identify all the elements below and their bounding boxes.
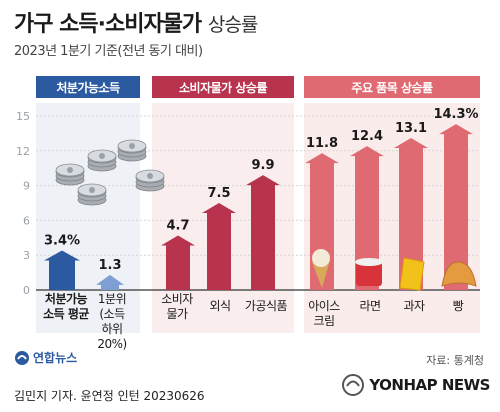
data-label: 14.3% [433,107,478,122]
data-label: 11.8 [306,136,338,151]
y-tick-label: 9 [23,180,30,193]
data-label: 13.1 [395,121,427,136]
coin-mark [147,173,153,179]
snack-bag [399,257,425,291]
bar-arrow [161,235,195,290]
panel-header-cpi: 소비자물가 상승률 [152,76,294,98]
croissant [441,261,477,287]
coin-mark [67,167,73,173]
yonhap-logo-text: 연합뉴스 [33,351,78,365]
bread-icon [441,261,477,287]
yonhap-news-watermark: YONHAP NEWS [341,373,490,397]
byline: 김민지 기자. 윤연정 인턴 20230626 [14,389,205,403]
ramen-cup [356,262,382,286]
data-label: 1.3 [98,258,121,273]
panel-header-items: 주요 품목 상승률 [304,76,480,98]
ice-cream-cone [312,260,330,288]
data-label: 4.7 [166,218,189,233]
y-tick-label: 0 [23,284,30,297]
bar-arrow [44,250,80,290]
panel-header-income: 처분가능소득 [36,76,140,98]
yonhap-watermark-icon [342,374,365,396]
ice-cream-scoop [312,249,330,267]
coins-icon [55,139,165,206]
category-label-processed-food: 가공식품 [244,299,288,313]
source-note: 자료: 통계청 [426,354,484,367]
category-label-income-avg: 처분가능 소득 평균 [43,292,89,321]
bar-arrow [439,124,473,291]
data-label: 12.4 [351,129,383,144]
yonhap-watermark-text: YONHAP NEWS [369,376,490,394]
y-tick-label: 6 [23,214,30,227]
y-tick-label: 15 [16,110,30,123]
ramen-icon [355,258,383,286]
page-title: 가구 소득·소비자물가 상승률 [14,12,258,37]
yonhap-mark-icon [15,350,29,365]
page-subtitle: 2023년 1분기 기준(전년 동기 대비) [14,44,203,59]
category-label-ramen: 라면 [359,299,381,313]
coin-mark [99,153,105,159]
category-label-snacks: 과자 [403,299,425,313]
bar-arrow [394,138,428,290]
yonhap-logo: 연합뉴스 [14,349,77,366]
category-label-cpi: 소비자 물가 [161,292,193,321]
bar-arrow [246,175,280,290]
y-tick-label: 12 [16,145,30,158]
category-label-ice-cream: 아이스 크림 [308,299,340,328]
coin-mark [129,143,135,149]
ice-cream-icon [312,249,330,288]
category-label-bread: 빵 [452,299,464,313]
category-label-dining: 외식 [209,299,231,313]
bar-arrow [96,274,124,290]
data-label: 7.5 [207,186,230,201]
coin-mark [89,187,95,193]
bar-arrow [202,203,236,290]
ramen-lid [355,258,383,266]
snack-icon [399,257,425,291]
y-tick-label: 3 [23,249,30,262]
category-label-income-q1: 1분위 (소득 하위 20%) [97,292,127,351]
data-label: 9.9 [251,158,274,173]
data-label: 3.4% [44,234,80,249]
bar-arrow [350,146,384,290]
